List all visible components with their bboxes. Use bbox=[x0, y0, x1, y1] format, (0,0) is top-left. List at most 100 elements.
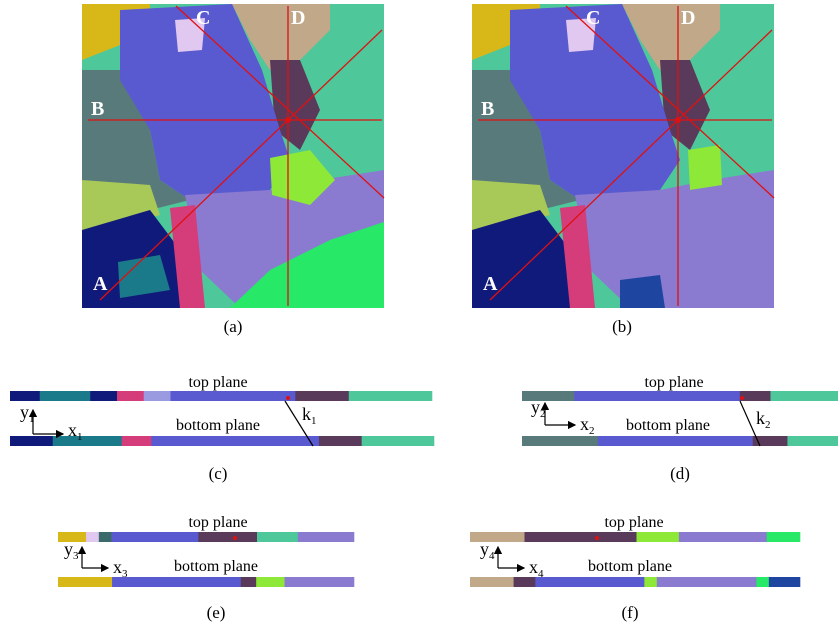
grain-tan bbox=[622, 4, 720, 70]
strip-segment-navy bbox=[90, 391, 118, 401]
bottom-plane-label: bottom plane bbox=[588, 558, 672, 575]
x-axis-label: x2 bbox=[580, 414, 595, 437]
strip-top-e bbox=[58, 532, 355, 542]
grain-map-a: A B C D (a) bbox=[82, 4, 385, 336]
center-point-b bbox=[675, 117, 681, 123]
corner-label-B: B bbox=[481, 98, 494, 120]
strip-segment-blue bbox=[151, 436, 320, 446]
k-line bbox=[739, 400, 761, 447]
strip-segment-lavender bbox=[656, 577, 757, 587]
grain-magenta bbox=[560, 205, 595, 308]
grain-magenta bbox=[170, 205, 205, 308]
corner-label-D: D bbox=[681, 7, 695, 29]
strip-segment-gold bbox=[58, 577, 113, 587]
strip-bottom-c bbox=[10, 436, 435, 446]
top-plane-label: top plane bbox=[188, 514, 247, 531]
strip-segment-navy bbox=[10, 436, 54, 446]
caption-b: (b) bbox=[612, 317, 632, 336]
strip-segment-darkblue bbox=[768, 577, 801, 587]
strip-segment-magenta bbox=[116, 391, 145, 401]
top-plane-label: top plane bbox=[644, 374, 703, 391]
strip-bottom-f bbox=[470, 577, 801, 587]
top-plane-label: top plane bbox=[188, 374, 247, 391]
caption-f: (f) bbox=[622, 603, 639, 622]
grain-lavender bbox=[575, 170, 774, 308]
strip-bottom-e bbox=[58, 577, 355, 587]
corner-label-C: C bbox=[196, 7, 210, 29]
strip-segment-plum bbox=[752, 436, 788, 446]
strip-bottom-d bbox=[522, 436, 838, 446]
strip-segment-teal bbox=[52, 436, 123, 446]
strip-segment-mint bbox=[348, 391, 433, 401]
strip-segment-mint bbox=[361, 436, 435, 446]
caption-d: (d) bbox=[670, 464, 690, 483]
center-point-c bbox=[286, 396, 290, 400]
x-axis-label: x4 bbox=[529, 557, 544, 580]
x-axis-label: x3 bbox=[113, 557, 128, 580]
strip-segment-blue bbox=[112, 577, 242, 587]
k-line bbox=[284, 400, 314, 447]
strip-segment-blue bbox=[111, 532, 199, 542]
grain-green bbox=[230, 222, 384, 308]
grain-olive bbox=[82, 180, 160, 235]
strip-segment-darkteal bbox=[98, 532, 112, 542]
strip-segment-mint bbox=[257, 532, 299, 542]
corner-label-A: A bbox=[483, 273, 498, 295]
center-point-e bbox=[233, 536, 237, 540]
corner-label-C: C bbox=[586, 7, 600, 29]
center-point-f bbox=[595, 536, 599, 540]
strip-top-d bbox=[522, 391, 838, 401]
crosshair-lines-b bbox=[478, 5, 775, 306]
strip-segment-plum bbox=[198, 532, 258, 542]
y-axis-label: y3 bbox=[64, 539, 79, 562]
caption-e: (e) bbox=[207, 603, 226, 622]
strip-segment-lime bbox=[256, 577, 285, 587]
caption-a: (a) bbox=[224, 317, 243, 336]
strip-segment-sage bbox=[522, 436, 599, 446]
strip-segment-teal bbox=[39, 391, 91, 401]
strip-segment-sage bbox=[522, 391, 575, 401]
strip-segment-lavender bbox=[284, 577, 355, 587]
y-axis-label: y4 bbox=[480, 539, 495, 562]
center-point-a bbox=[285, 117, 291, 123]
strip-segment-green bbox=[756, 577, 770, 587]
top-plane-label: top plane bbox=[604, 514, 663, 531]
strip-segment-plum bbox=[513, 577, 536, 587]
axis-indicator: y3 x3 bbox=[64, 539, 128, 580]
crosshair-lines-a bbox=[88, 5, 385, 306]
strip-segment-blue bbox=[574, 391, 741, 401]
corner-label-D: D bbox=[291, 7, 305, 29]
grain-map-b: A B C D (b) bbox=[472, 4, 775, 336]
strip-segment-gold bbox=[58, 532, 87, 542]
grain-navy bbox=[472, 210, 580, 308]
strip-segment-plum bbox=[739, 391, 771, 401]
bottom-plane-label: bottom plane bbox=[174, 558, 258, 575]
strip-segment-pink bbox=[86, 532, 100, 542]
strip-segment-green bbox=[766, 532, 801, 542]
grain-lime bbox=[688, 145, 722, 190]
center-point-d bbox=[740, 396, 744, 400]
grain-sage bbox=[82, 70, 190, 210]
strip-segment-lightlav bbox=[143, 391, 171, 401]
axis-indicator: y1 x1 bbox=[20, 402, 83, 443]
strip-segment-plum bbox=[295, 391, 350, 401]
grain-darkblue bbox=[620, 275, 665, 308]
strip-top-c bbox=[10, 391, 433, 401]
grain-tan bbox=[232, 4, 330, 70]
grain-teal bbox=[118, 255, 170, 298]
axis-indicator: y4 x4 bbox=[480, 539, 544, 580]
strip-segment-mint bbox=[787, 436, 838, 446]
strip-segment-lavender bbox=[678, 532, 767, 542]
grain-lime bbox=[270, 150, 335, 205]
axis-indicator: y2 x2 bbox=[531, 397, 595, 437]
corner-label-A: A bbox=[93, 273, 108, 295]
strip-segment-lime bbox=[644, 577, 658, 587]
grain-sage bbox=[472, 70, 580, 210]
strip-segment-blue bbox=[535, 577, 645, 587]
strip-top-f bbox=[470, 532, 801, 542]
strip-panel-d: top plane bottom plane y2 x2 k2 (d) bbox=[522, 374, 838, 483]
strip-segment-lavender bbox=[297, 532, 355, 542]
grain-blue bbox=[510, 4, 680, 200]
strip-panel-f: top plane bottom plane y4 x4 (f) bbox=[470, 514, 801, 622]
